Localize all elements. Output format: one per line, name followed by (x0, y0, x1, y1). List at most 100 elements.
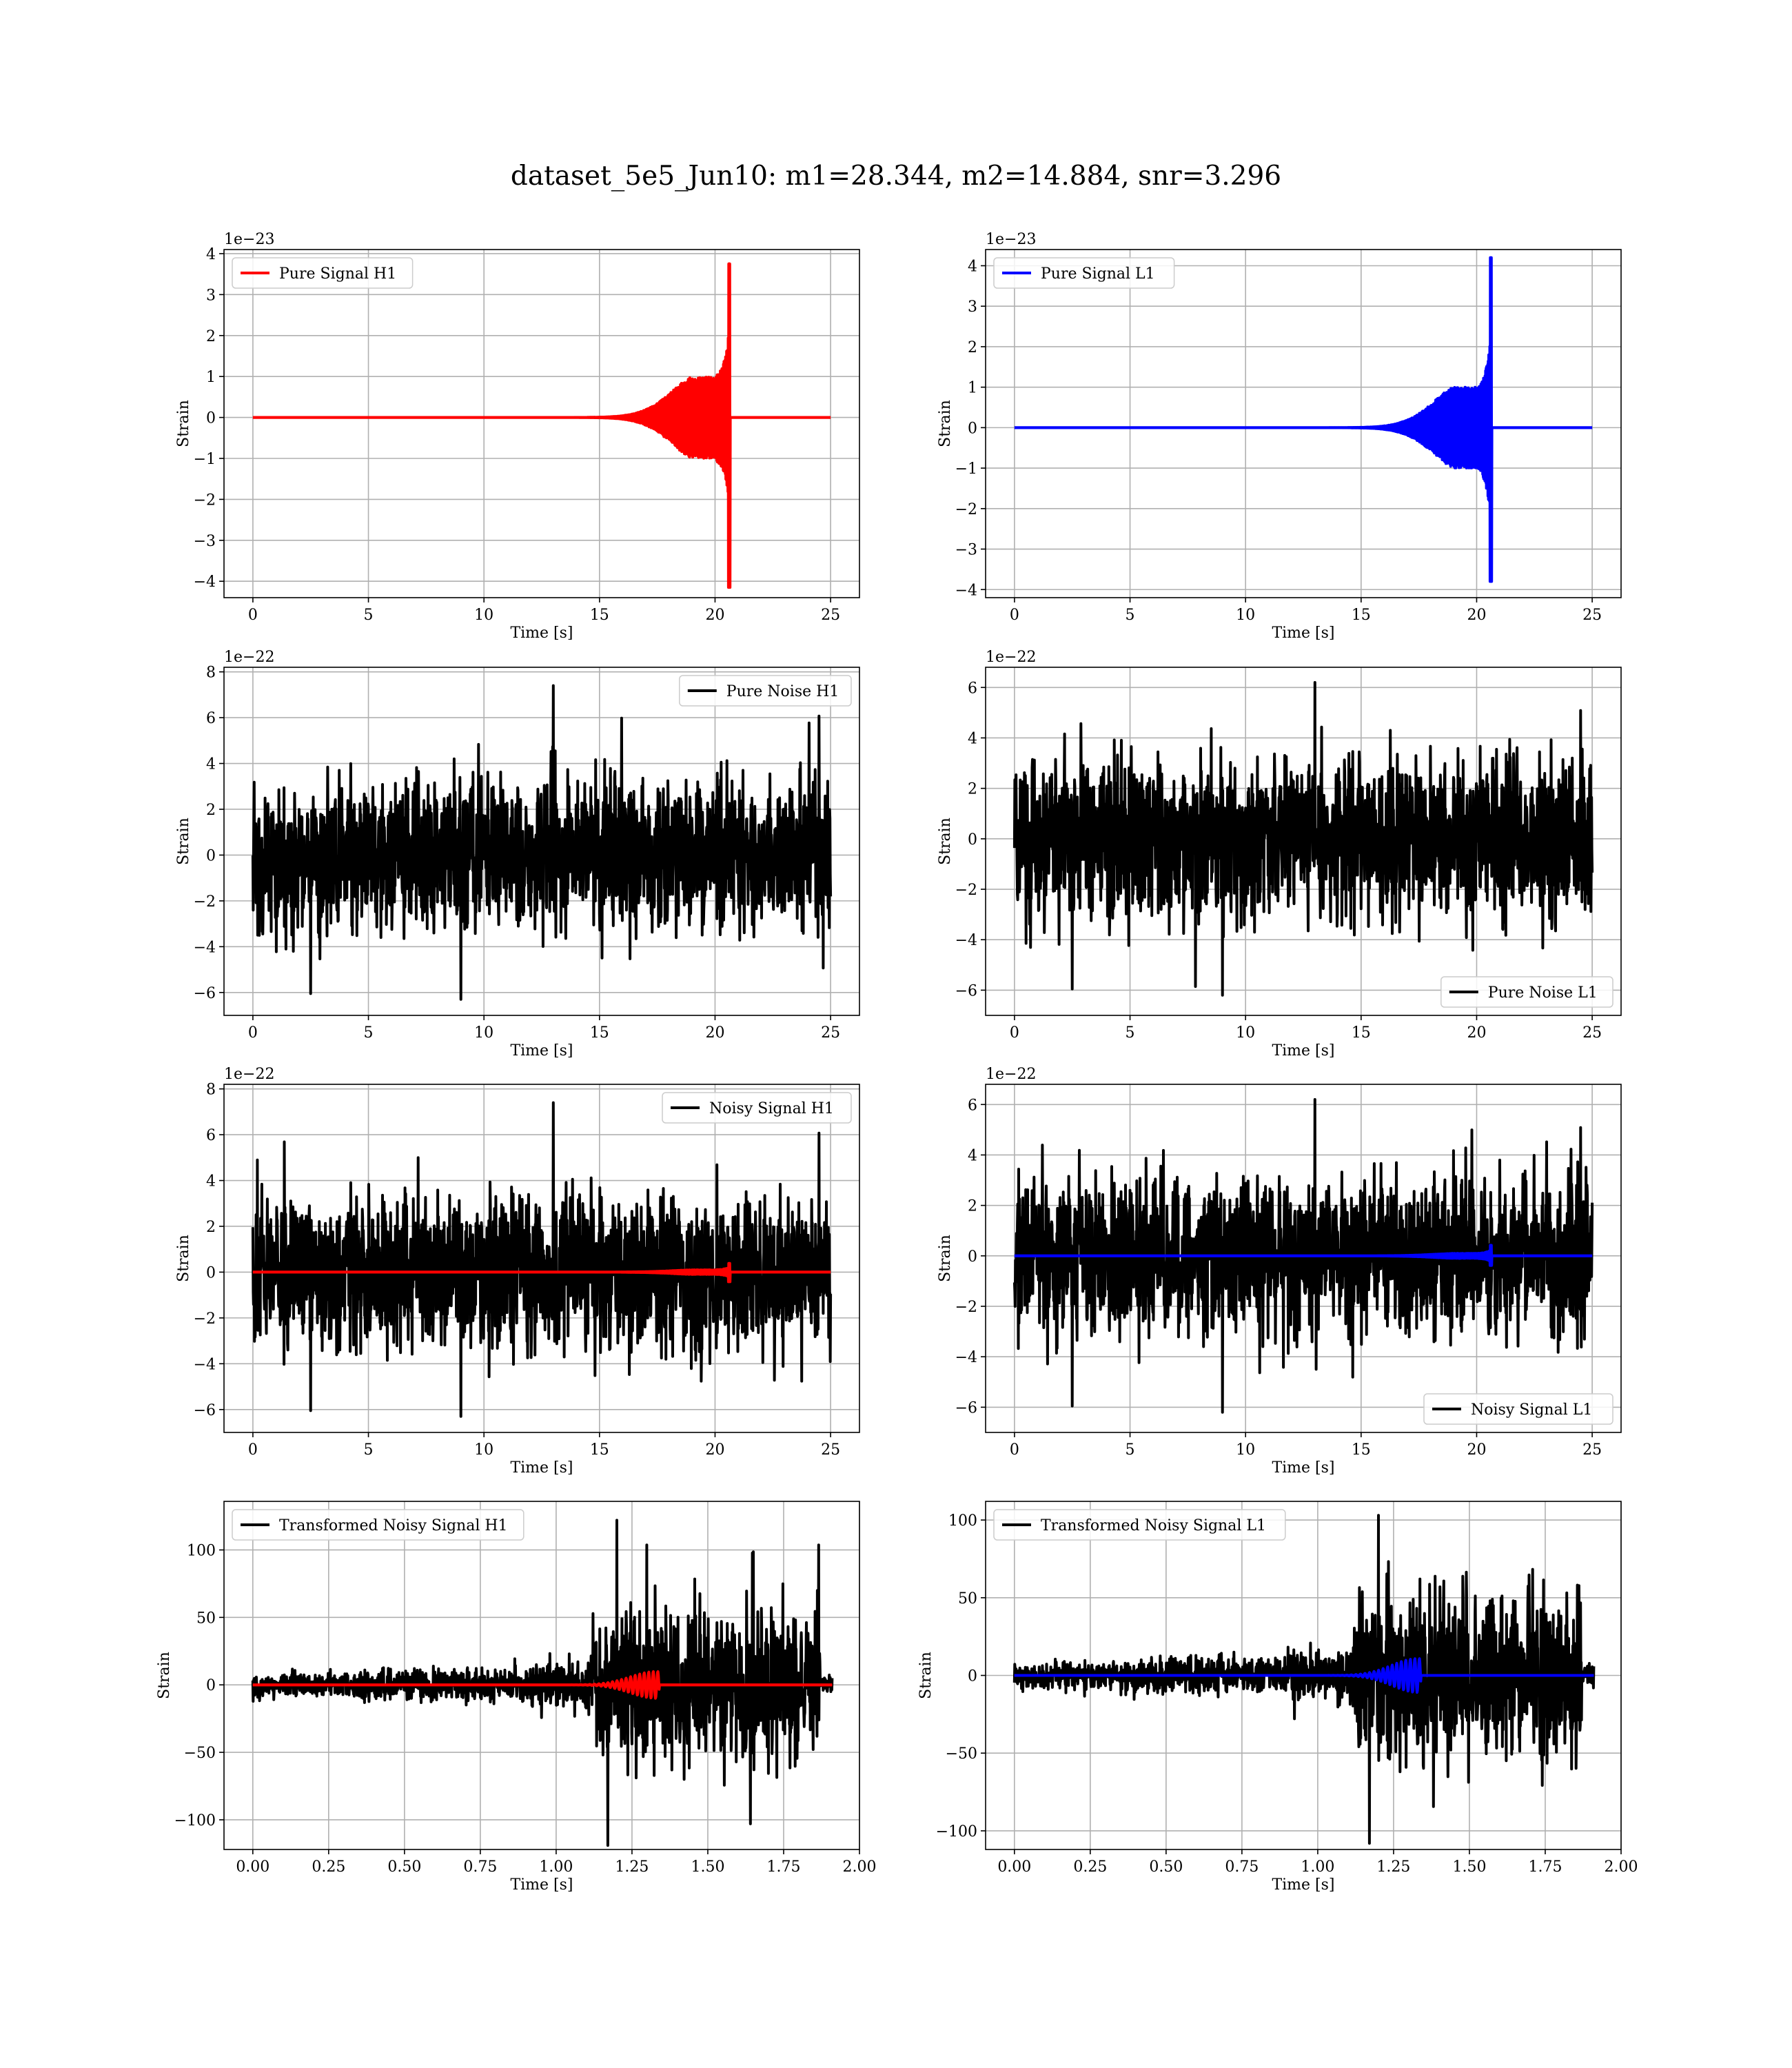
y-tick-label: −4 (194, 1356, 216, 1373)
subplot-pure-noise-l1: 0 5 10 15 20 25 −6 −4 −2 0 2 4 6 Time [s] Strain 1e−22 P… (937, 649, 1622, 1060)
x-tick-label: 5 (1126, 1024, 1135, 1042)
legend: Pure Signal L1 (993, 257, 1175, 289)
series-line-0 (1012, 1098, 1594, 1414)
y-tick-label: 0 (968, 420, 977, 437)
y-axis-label: Strain (175, 1235, 192, 1282)
x-tick-label: 1.50 (1452, 1858, 1486, 1876)
legend-box (679, 675, 852, 707)
x-tick-label: 0.75 (463, 1858, 497, 1876)
x-tick-label: 0.50 (1149, 1858, 1183, 1876)
y-tick-label: 100 (948, 1512, 977, 1530)
y-tick-label: −2 (955, 501, 977, 518)
x-tick-label: 1.00 (539, 1858, 573, 1876)
legend: Pure Noise L1 (1440, 976, 1613, 1008)
legend: Transformed Noisy Signal L1 (993, 1509, 1286, 1541)
y-tick-label: 3 (968, 298, 977, 316)
x-tick-label: 0 (1010, 1024, 1019, 1042)
series-line-0 (251, 684, 833, 1001)
axes-frame (985, 249, 1622, 598)
y-tick-label: −100 (174, 1812, 216, 1829)
y-tick-label: 50 (196, 1610, 216, 1627)
y-tick-label: 4 (206, 246, 216, 263)
x-tick-label: 0.50 (387, 1858, 421, 1876)
y-tick-label: 4 (206, 756, 216, 773)
y-tick-label: 6 (968, 1097, 977, 1114)
y-tick-label: −2 (194, 893, 216, 911)
y-tick-label: −2 (194, 491, 216, 509)
y-axis-label: Strain (937, 1235, 954, 1282)
x-tick-label: 10 (474, 1441, 493, 1459)
x-tick-label: 5 (364, 1441, 374, 1459)
legend-label: Pure Noise H1 (726, 683, 839, 700)
subplot-pure-signal-l1: 0 5 10 15 20 25 −4 −3 −2 −1 0 1 2 3 4 Time [s] Strain 1e−… (937, 231, 1622, 642)
x-tick-label: 25 (821, 1024, 840, 1042)
subplot-pure-signal-h1: 0 5 10 15 20 25 −4 −3 −2 −1 0 1 2 3 4 Time [s] Strain 1e−… (175, 231, 860, 642)
x-axis-label: Time [s] (510, 625, 573, 642)
x-tick-label: 0.25 (1073, 1858, 1107, 1876)
subplot-noisy-signal-l1: 0 5 10 15 20 25 −6 −4 −2 0 2 4 6 Time [s] Strain 1e−22 N… (937, 1066, 1622, 1477)
offset-text: 1e−22 (986, 649, 1036, 666)
axes-frame (223, 1084, 860, 1433)
y-tick-label: −3 (194, 533, 216, 550)
axes-frame (985, 667, 1622, 1016)
x-tick-label: 15 (1352, 607, 1371, 624)
offset-text: 1e−22 (224, 649, 274, 666)
x-tick-label: 1.75 (766, 1858, 800, 1876)
axes-frame (223, 249, 860, 598)
y-tick-label: −6 (194, 985, 216, 1002)
y-axis-label: Strain (175, 818, 192, 865)
x-tick-label: 1.50 (691, 1858, 724, 1876)
x-axis-label: Time [s] (1272, 625, 1334, 642)
x-tick-label: 0 (248, 607, 258, 624)
series-line-0 (251, 1101, 833, 1418)
y-tick-label: −4 (194, 574, 216, 591)
legend-label: Pure Signal L1 (1041, 265, 1155, 283)
y-tick-label: 6 (206, 1127, 216, 1144)
figure-title: dataset_5e5_Jun10: m1=28.344, m2=14.884,… (511, 161, 1281, 192)
x-tick-label: 25 (1582, 607, 1602, 624)
y-tick-label: 2 (968, 781, 977, 798)
y-axis-label: Strain (156, 1652, 173, 1699)
x-tick-label: 5 (1126, 1441, 1135, 1459)
x-tick-label: 20 (1467, 1441, 1486, 1459)
y-tick-label: −6 (194, 1402, 216, 1419)
y-tick-label: −2 (955, 882, 977, 899)
legend-label: Noisy Signal H1 (709, 1100, 834, 1117)
x-tick-label: 15 (1352, 1441, 1371, 1459)
y-tick-label: 0 (968, 1248, 977, 1266)
x-tick-label: 10 (1236, 1441, 1255, 1459)
legend-box (1423, 1393, 1613, 1425)
legend: Pure Noise H1 (679, 675, 852, 707)
y-tick-label: −4 (955, 932, 977, 949)
series-line-0 (1012, 1514, 1596, 1845)
x-tick-label: 0 (1010, 1441, 1019, 1459)
x-tick-label: 20 (705, 1441, 724, 1459)
y-tick-label: 2 (206, 1219, 216, 1236)
x-tick-label: 10 (1236, 607, 1255, 624)
x-tick-label: 10 (474, 607, 493, 624)
y-axis-label: Strain (937, 818, 954, 865)
x-tick-label: 2.00 (1605, 1858, 1638, 1876)
offset-text: 1e−22 (986, 1066, 1036, 1083)
subplot-transformed-noisy-signal-l1: 0.00 0.25 0.50 0.75 1.00 1.25 1.50 1.75 2.00 −100… (917, 1501, 1638, 1894)
y-tick-label: 3 (206, 287, 216, 304)
x-axis-label: Time [s] (1272, 1042, 1334, 1060)
legend-box (232, 1509, 525, 1541)
y-tick-label: 2 (206, 802, 216, 819)
x-tick-label: 25 (1582, 1024, 1602, 1042)
y-tick-label: −100 (936, 1823, 977, 1841)
x-tick-label: 15 (590, 1024, 609, 1042)
x-axis-label: Time [s] (510, 1876, 573, 1894)
x-tick-label: 5 (364, 1024, 374, 1042)
y-tick-label: 0 (206, 410, 216, 427)
y-tick-label: 50 (958, 1590, 977, 1608)
x-tick-label: 15 (590, 1441, 609, 1459)
x-tick-label: 20 (1467, 607, 1486, 624)
x-tick-label: 10 (474, 1024, 493, 1042)
y-tick-label: 4 (968, 258, 977, 275)
y-tick-label: −50 (946, 1745, 977, 1763)
x-tick-label: 0.00 (997, 1858, 1031, 1876)
y-tick-label: −6 (955, 1399, 977, 1417)
